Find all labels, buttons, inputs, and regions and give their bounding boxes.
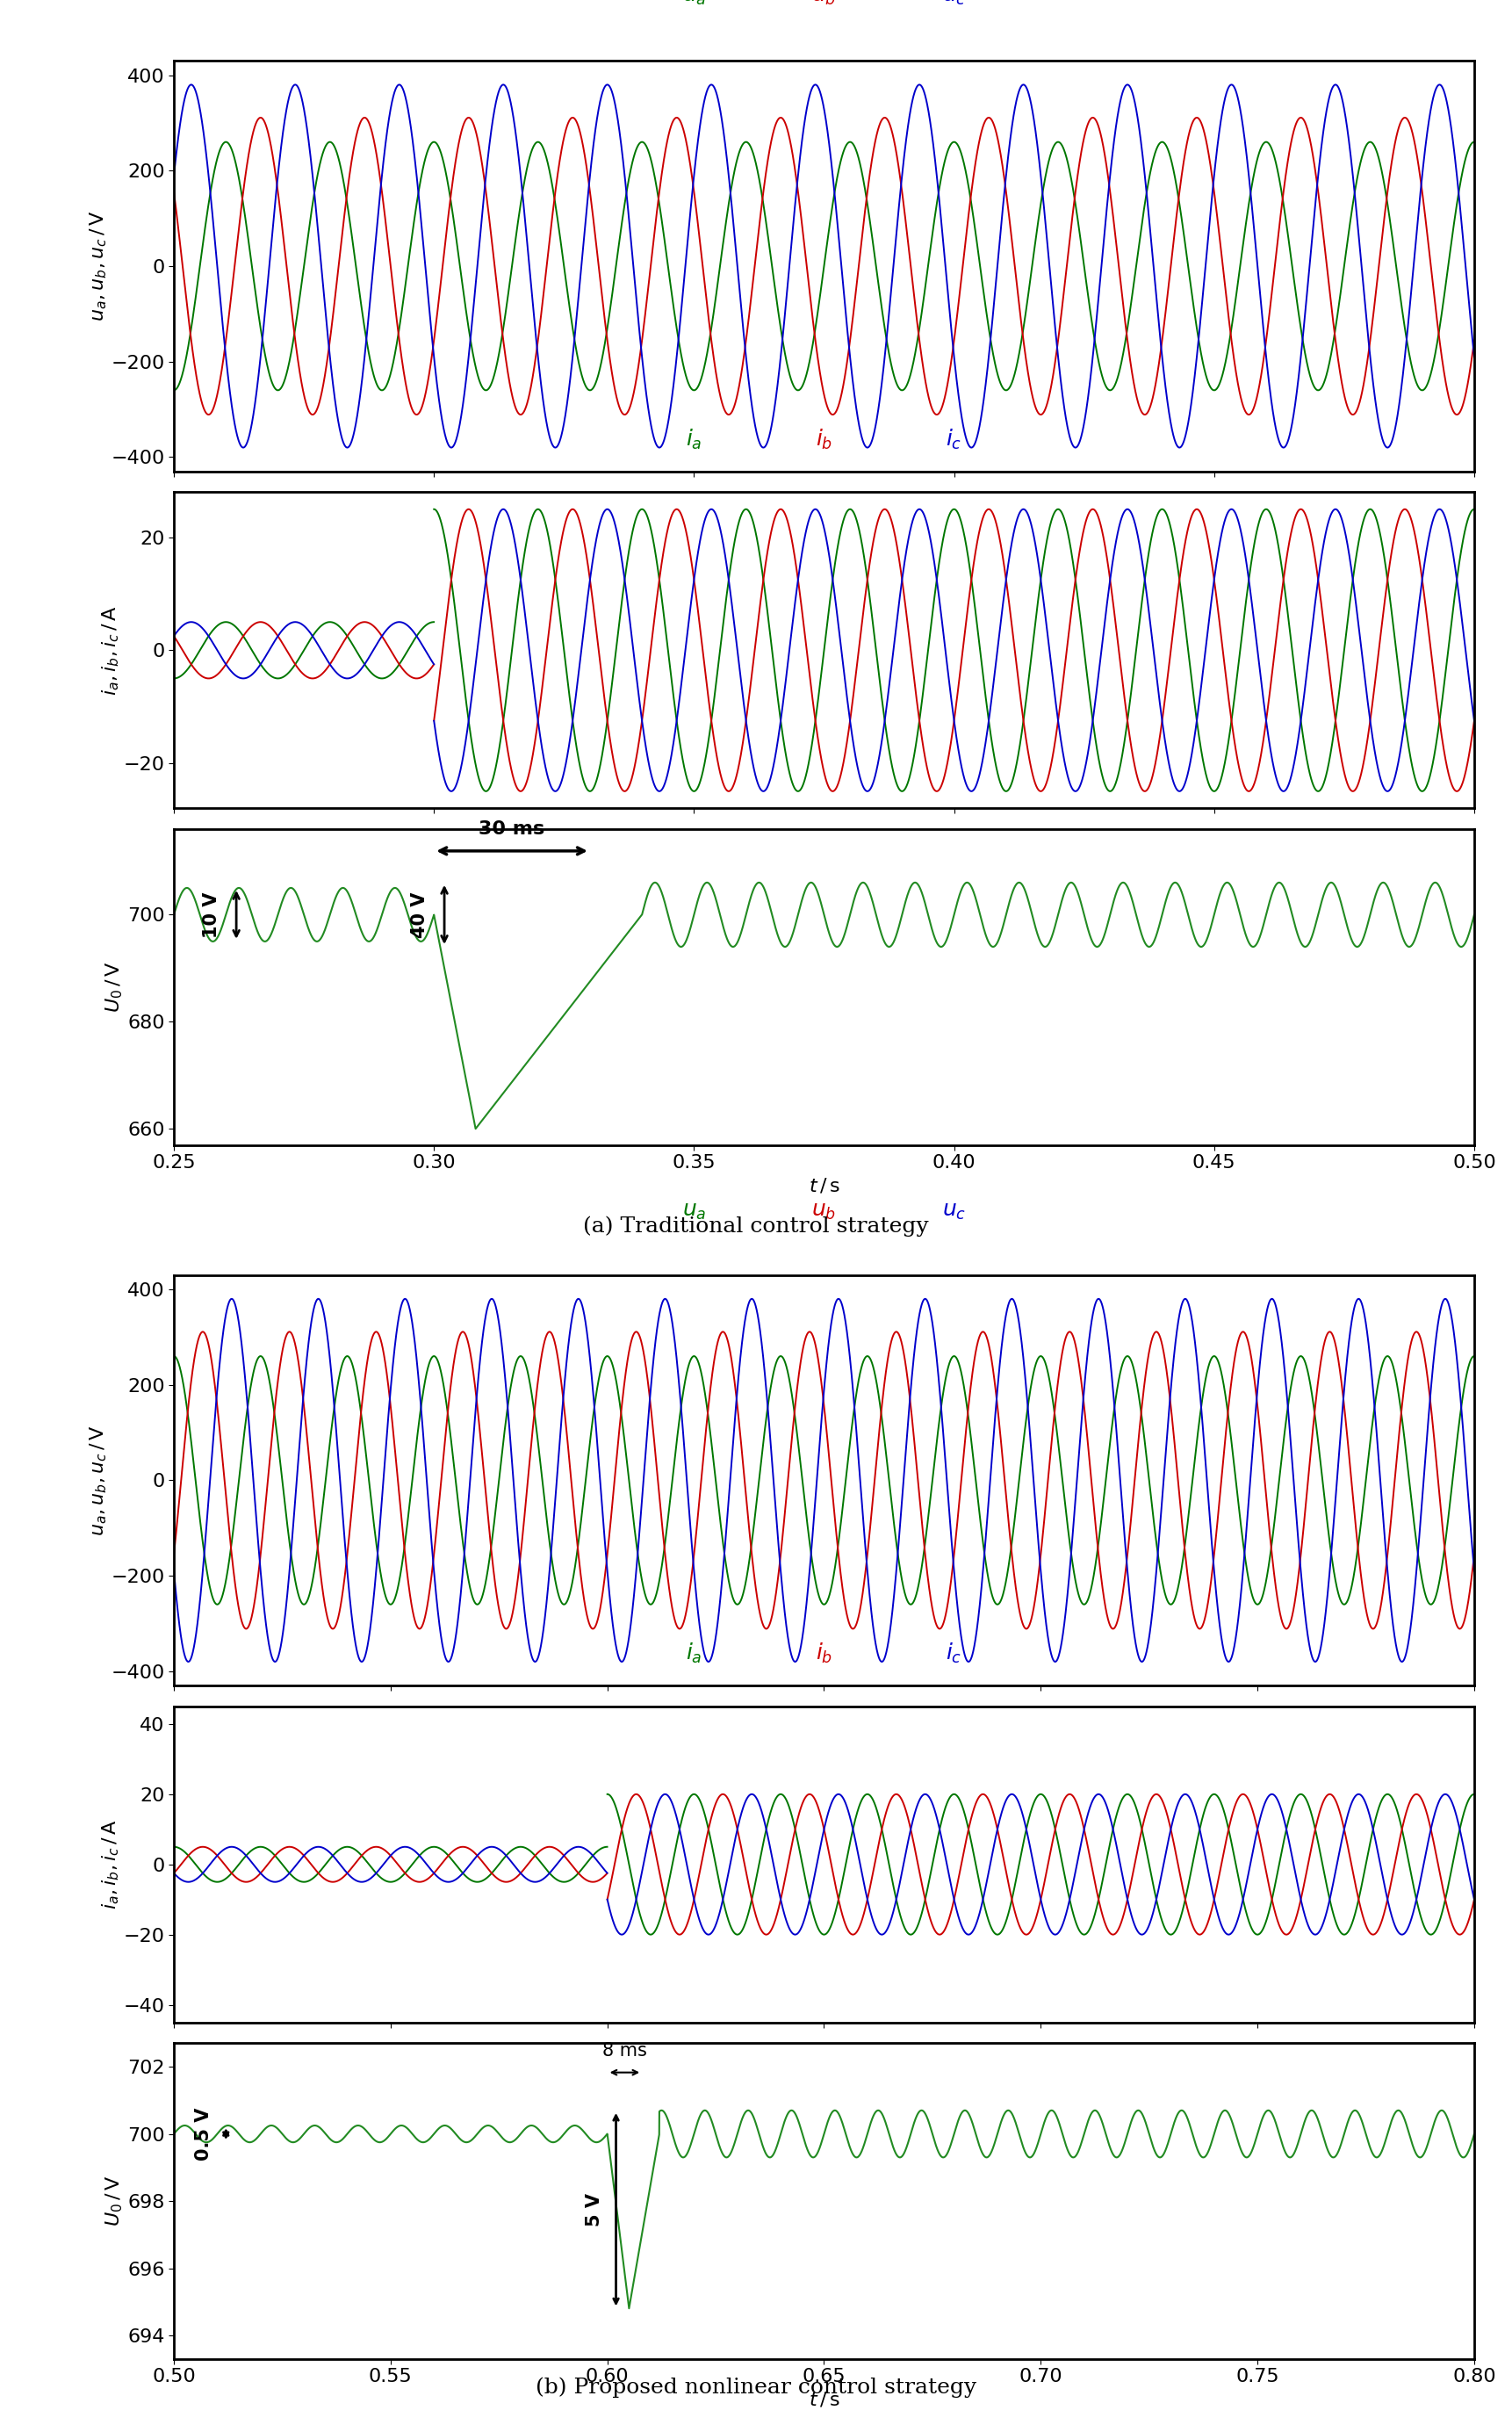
Y-axis label: $i_a,i_b,i_c\,/\,\mathrm{A}$: $i_a,i_b,i_c\,/\,\mathrm{A}$ <box>100 1819 121 1909</box>
Text: $i_c$: $i_c$ <box>947 1642 962 1666</box>
Text: 8 ms: 8 ms <box>602 2043 647 2060</box>
Text: $i_a$: $i_a$ <box>686 1642 702 1666</box>
Y-axis label: $U_0\,/\,\mathrm{V}$: $U_0\,/\,\mathrm{V}$ <box>104 2174 125 2228</box>
Text: $u_a$: $u_a$ <box>682 1201 706 1221</box>
Text: 0.5 V: 0.5 V <box>195 2109 213 2160</box>
Text: $i_b$: $i_b$ <box>815 428 833 452</box>
Text: $u_c$: $u_c$ <box>942 0 966 7</box>
Text: 5 V: 5 V <box>585 2194 603 2225</box>
Text: (a) Traditional control strategy: (a) Traditional control strategy <box>584 1216 928 1235</box>
Text: 10 V: 10 V <box>203 893 221 939</box>
Text: (b) Proposed nonlinear control strategy: (b) Proposed nonlinear control strategy <box>535 2378 977 2398</box>
X-axis label: $t\,/\,\mathrm{s}$: $t\,/\,\mathrm{s}$ <box>809 2391 839 2410</box>
Text: $u_a$: $u_a$ <box>682 0 706 7</box>
Text: $u_b$: $u_b$ <box>812 0 836 7</box>
Y-axis label: $i_a,i_b,i_c\,/\,\mathrm{A}$: $i_a,i_b,i_c\,/\,\mathrm{A}$ <box>100 606 121 696</box>
Text: 30 ms: 30 ms <box>479 820 544 839</box>
Y-axis label: $u_a,u_b,u_c\,/\,\mathrm{V}$: $u_a,u_b,u_c\,/\,\mathrm{V}$ <box>88 1425 109 1537</box>
Text: $u_c$: $u_c$ <box>942 1201 966 1221</box>
Text: $i_c$: $i_c$ <box>947 428 962 452</box>
Text: $i_a$: $i_a$ <box>686 428 702 452</box>
X-axis label: $t\,/\,\mathrm{s}$: $t\,/\,\mathrm{s}$ <box>809 1177 839 1194</box>
Y-axis label: $u_a,u_b,u_c\,/\,\mathrm{V}$: $u_a,u_b,u_c\,/\,\mathrm{V}$ <box>88 212 109 321</box>
Y-axis label: $U_0\,/\,\mathrm{V}$: $U_0\,/\,\mathrm{V}$ <box>104 961 125 1012</box>
Text: $i_b$: $i_b$ <box>815 1642 833 1666</box>
Text: 40 V: 40 V <box>411 893 429 939</box>
Text: $u_b$: $u_b$ <box>812 1201 836 1221</box>
